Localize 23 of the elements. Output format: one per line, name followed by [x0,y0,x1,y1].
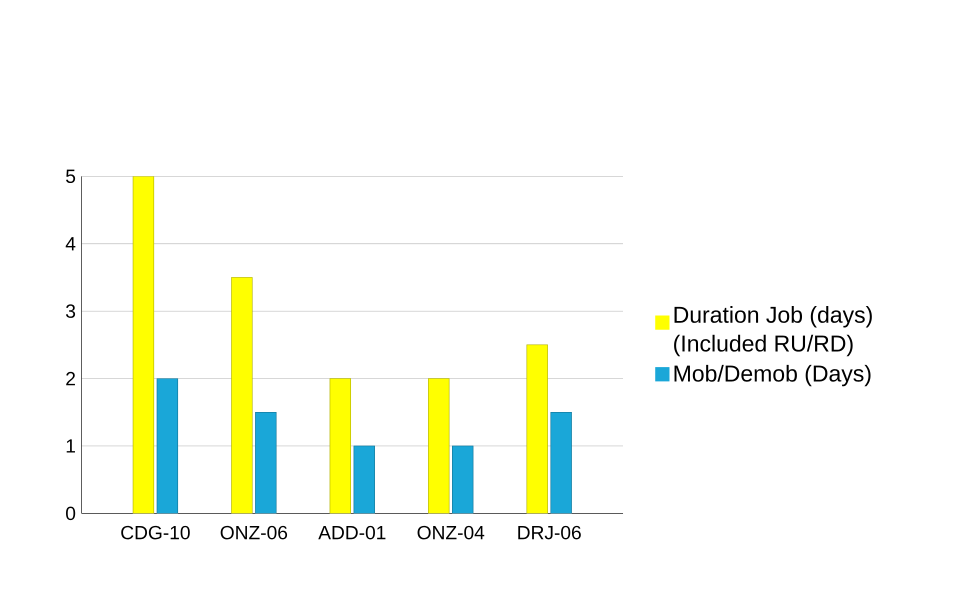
bar [526,344,548,514]
bar [156,378,178,514]
bar [428,378,450,514]
x-tick-label: CDG-10 [121,526,190,540]
y-tick-label: 2 [66,372,75,386]
bar [132,176,154,514]
x-tick-label: ONZ-06 [220,526,288,540]
bar [255,412,277,514]
bar [231,277,253,514]
bar [452,446,474,514]
y-tick-label: 4 [66,237,76,250]
y-tick-label: 1 [66,439,75,452]
bar [354,446,375,514]
y-tick-label: 3 [66,304,76,318]
y-tick-label: 5 [66,170,76,183]
x-tick-label: ONZ-04 [418,526,484,540]
x-tick-label: DRJ-06 [518,526,581,540]
y-tick-label: 0 [66,506,76,520]
bar [550,412,572,514]
legend-label: Mob/Demob (Days) [674,364,871,386]
legend-label: Duration Job (days) (Included RU/RD) [674,306,872,356]
x-tick-label: ADD-01 [318,526,386,540]
bar [330,378,352,514]
